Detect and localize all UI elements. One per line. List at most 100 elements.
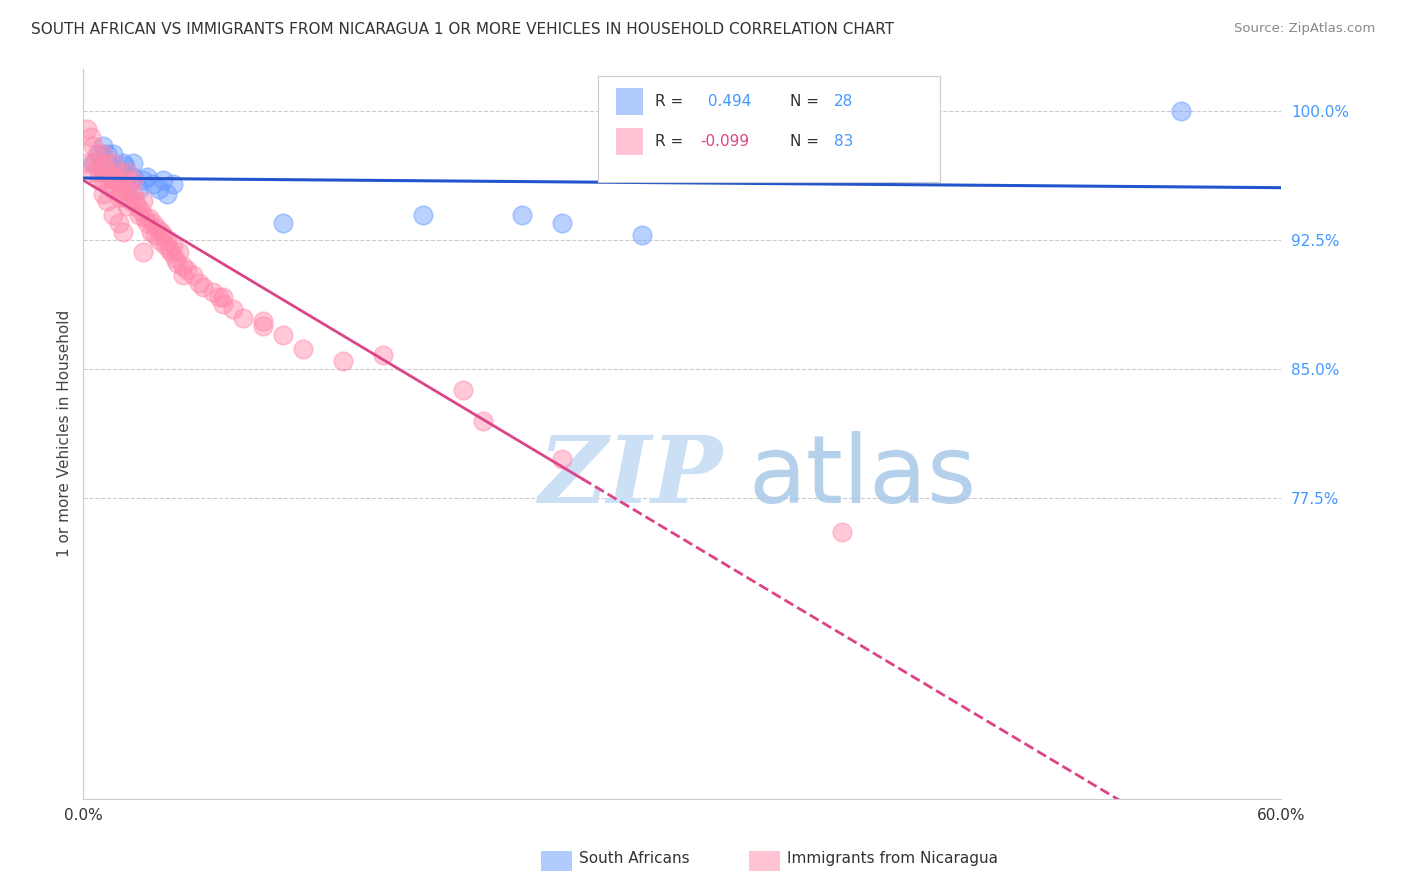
Text: atlas: atlas bbox=[748, 432, 976, 524]
Point bbox=[98, 160, 121, 174]
Point bbox=[191, 279, 214, 293]
Point bbox=[551, 216, 574, 230]
Point bbox=[98, 177, 121, 191]
Point bbox=[115, 182, 138, 196]
Point bbox=[157, 242, 180, 256]
Point bbox=[112, 225, 135, 239]
Point bbox=[114, 182, 136, 196]
Point bbox=[551, 451, 574, 466]
Text: -0.099: -0.099 bbox=[700, 134, 749, 149]
Point bbox=[471, 414, 494, 428]
Point bbox=[222, 301, 245, 316]
Point bbox=[156, 186, 179, 201]
Point bbox=[152, 173, 174, 187]
Point bbox=[96, 164, 118, 178]
Point bbox=[89, 164, 111, 178]
Point bbox=[86, 147, 108, 161]
Point bbox=[108, 216, 131, 230]
Point bbox=[103, 156, 125, 170]
Point bbox=[631, 228, 654, 243]
Point bbox=[172, 259, 194, 273]
Point bbox=[112, 173, 135, 187]
Point bbox=[120, 194, 142, 208]
Text: 0.494: 0.494 bbox=[703, 94, 751, 109]
Point bbox=[128, 208, 150, 222]
Point bbox=[89, 173, 111, 187]
Text: R =: R = bbox=[655, 134, 688, 149]
Point bbox=[1170, 104, 1192, 119]
Point bbox=[127, 199, 149, 213]
Point bbox=[84, 156, 107, 170]
Point bbox=[181, 268, 204, 282]
Bar bbox=[616, 128, 643, 155]
Point bbox=[112, 156, 135, 170]
Text: ZIP: ZIP bbox=[538, 433, 723, 523]
Point bbox=[104, 169, 127, 184]
Point bbox=[122, 156, 145, 170]
Point bbox=[91, 173, 114, 187]
Point bbox=[89, 147, 111, 161]
Point bbox=[108, 164, 131, 178]
Point bbox=[128, 182, 150, 196]
Point bbox=[271, 216, 294, 230]
Text: South Africans: South Africans bbox=[579, 852, 690, 866]
Point bbox=[176, 262, 198, 277]
Point bbox=[212, 297, 235, 311]
Point bbox=[104, 173, 127, 187]
Text: R =: R = bbox=[655, 94, 688, 109]
Point bbox=[103, 182, 125, 196]
Point bbox=[166, 255, 188, 269]
Point bbox=[202, 285, 225, 299]
Point bbox=[162, 238, 184, 252]
Text: N =: N = bbox=[790, 94, 824, 109]
Point bbox=[115, 164, 138, 178]
Point bbox=[371, 348, 394, 362]
Point bbox=[152, 228, 174, 243]
Point bbox=[143, 228, 166, 243]
Point bbox=[252, 314, 274, 328]
Point bbox=[165, 251, 187, 265]
Point bbox=[90, 160, 112, 174]
Text: 28: 28 bbox=[834, 94, 853, 109]
Point bbox=[91, 138, 114, 153]
Point bbox=[512, 208, 534, 222]
Point bbox=[141, 225, 163, 239]
Point bbox=[160, 245, 183, 260]
Point bbox=[96, 147, 118, 161]
FancyBboxPatch shape bbox=[599, 76, 939, 182]
Bar bbox=[616, 87, 643, 115]
Point bbox=[153, 238, 176, 252]
Point bbox=[150, 225, 173, 239]
Point bbox=[212, 290, 235, 304]
Point bbox=[76, 121, 98, 136]
Point bbox=[142, 216, 165, 230]
Point bbox=[129, 204, 152, 219]
Point bbox=[114, 160, 136, 174]
Point bbox=[76, 156, 98, 170]
Point bbox=[132, 245, 155, 260]
Point bbox=[271, 327, 294, 342]
Point bbox=[122, 173, 145, 187]
Point bbox=[136, 216, 159, 230]
Point bbox=[142, 177, 165, 191]
Point bbox=[148, 233, 170, 247]
Point bbox=[91, 164, 114, 178]
Point bbox=[291, 342, 314, 356]
Point bbox=[122, 186, 145, 201]
Text: 83: 83 bbox=[834, 134, 853, 149]
Point bbox=[208, 290, 231, 304]
Point bbox=[80, 130, 103, 145]
Point bbox=[134, 211, 156, 225]
Text: N =: N = bbox=[790, 134, 824, 149]
Point bbox=[148, 182, 170, 196]
Point bbox=[136, 169, 159, 184]
Text: SOUTH AFRICAN VS IMMIGRANTS FROM NICARAGUA 1 OR MORE VEHICLES IN HOUSEHOLD CORRE: SOUTH AFRICAN VS IMMIGRANTS FROM NICARAG… bbox=[31, 22, 894, 37]
Point bbox=[103, 208, 125, 222]
Point bbox=[105, 173, 128, 187]
Point bbox=[82, 164, 104, 178]
Point bbox=[103, 147, 125, 161]
Point bbox=[138, 211, 160, 225]
Point bbox=[162, 177, 184, 191]
Point bbox=[82, 156, 104, 170]
Point bbox=[188, 277, 211, 291]
